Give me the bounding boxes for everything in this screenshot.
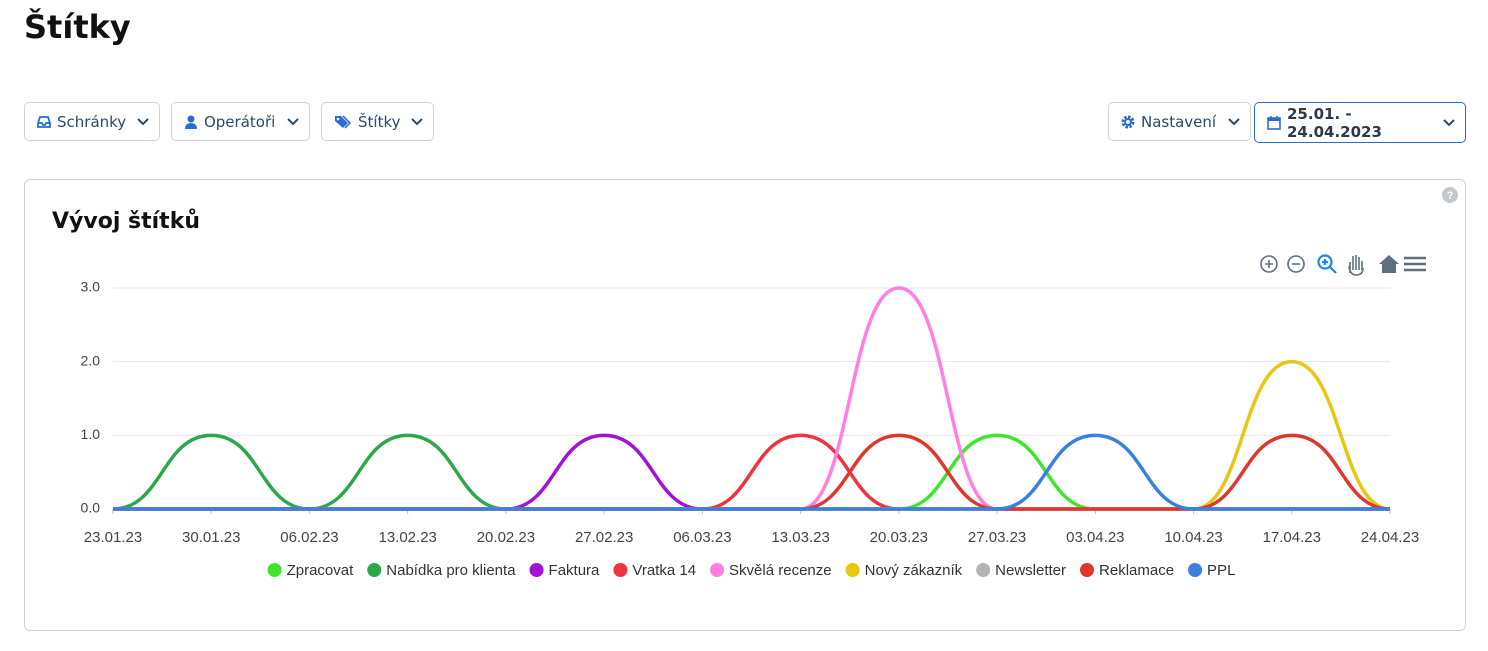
legend-marker: [367, 563, 382, 577]
legend-item[interactable]: Nabídka pro klienta: [367, 562, 516, 579]
legend-item[interactable]: Nový zákazník: [845, 562, 963, 579]
help-icon[interactable]: ?: [1442, 187, 1458, 203]
x-tick-label: 13.03.23: [771, 529, 829, 546]
x-tick-label: 03.04.23: [1066, 529, 1124, 546]
filter-button[interactable]: Schránky: [24, 102, 160, 141]
svg-text:?: ?: [1447, 190, 1454, 202]
button-label: 25.01. - 24.04.2023: [1287, 104, 1382, 141]
legend-label: Faktura: [549, 562, 601, 579]
y-tick-label: 3.0: [81, 279, 101, 295]
x-tick-label: 17.04.23: [1263, 529, 1321, 546]
x-tick-label: 10.04.23: [1164, 529, 1222, 546]
card-title: Vývoj štítků: [52, 209, 200, 234]
reset-zoom-button[interactable]: [1379, 255, 1399, 273]
legend-marker: [529, 563, 544, 577]
x-tick-label: 27.02.23: [575, 529, 633, 546]
x-tick-label: 06.02.23: [280, 529, 338, 546]
button-label: Schránky: [57, 112, 127, 131]
chevron: [287, 117, 299, 125]
chevron: [411, 117, 423, 125]
date-range-button[interactable]: 25.01. - 24.04.2023: [1254, 102, 1466, 143]
legend-item[interactable]: PPL: [1188, 562, 1235, 579]
legend-item[interactable]: Skvělá recenze: [710, 562, 832, 579]
selection-zoom-button[interactable]: [1317, 254, 1337, 274]
x-tick-label: 27.03.23: [968, 529, 1026, 546]
legend-item[interactable]: Newsletter: [976, 562, 1066, 579]
button-label: Operátoři: [204, 112, 276, 131]
legend-marker: [710, 563, 725, 577]
button-label: Nastavení: [1141, 112, 1217, 131]
y-tick-label: 2.0: [81, 352, 101, 368]
legend-marker: [976, 563, 991, 577]
filter-button[interactable]: Operátoři: [171, 102, 310, 141]
icon: [335, 114, 352, 129]
legend-item[interactable]: Zpracovat: [267, 562, 355, 579]
chart-card: [24, 179, 1466, 631]
x-tick-label: 20.02.23: [477, 529, 535, 546]
legend-label: Nabídka pro klienta: [386, 562, 516, 579]
legend-marker: [1080, 563, 1095, 577]
series-line: [112, 433, 1390, 511]
x-tick-label: 23.01.23: [84, 529, 142, 546]
x-tick-label: 24.04.23: [1361, 529, 1419, 546]
legend-label: Vratka 14: [632, 562, 696, 579]
legend-marker: [1188, 563, 1203, 577]
series-line: [112, 286, 1390, 511]
legend: Zpracovat Nabídka pro klienta Faktura Vratk…: [267, 562, 1235, 579]
legend-label: Nový zákazník: [865, 562, 963, 579]
series-line: [112, 433, 1390, 511]
chevron: [137, 117, 149, 125]
legend-label: Reklamace: [1099, 562, 1174, 579]
legend-marker: [267, 563, 282, 577]
menu-button[interactable]: [1404, 256, 1426, 272]
legend-label: Newsletter: [995, 562, 1066, 579]
page-title: Štítky: [24, 8, 131, 46]
legend-item[interactable]: Reklamace: [1080, 562, 1174, 579]
legend-item[interactable]: Vratka 14: [613, 562, 696, 579]
icon: [1121, 115, 1135, 128]
filter-button[interactable]: Štítky: [321, 102, 434, 141]
x-tick-label: 13.02.23: [378, 529, 436, 546]
legend-item[interactable]: Faktura: [529, 562, 601, 579]
y-tick-label: 1.0: [81, 426, 101, 442]
button-label: Štítky: [358, 112, 401, 131]
settings-button[interactable]: Nastavení: [1108, 102, 1251, 141]
pan-button[interactable]: [1348, 255, 1364, 276]
x-tick-label: 20.03.23: [870, 529, 928, 546]
chevron: [1228, 117, 1240, 125]
zoom-in-button[interactable]: [1260, 255, 1278, 273]
legend-label: Zpracovat: [287, 562, 355, 579]
legend-label: Skvělá recenze: [729, 562, 832, 579]
legend-label: PPL: [1207, 562, 1235, 579]
x-tick-label: 06.03.23: [673, 529, 731, 546]
y-tick-label: 0.0: [81, 500, 101, 516]
legend-marker: [845, 563, 860, 577]
zoom-out-button[interactable]: [1287, 255, 1305, 273]
chevron: [1443, 118, 1455, 126]
icon: [1267, 116, 1281, 130]
x-tick-label: 30.01.23: [182, 529, 240, 546]
icon: [37, 115, 51, 128]
legend-marker: [613, 563, 628, 577]
icon: [185, 115, 197, 129]
